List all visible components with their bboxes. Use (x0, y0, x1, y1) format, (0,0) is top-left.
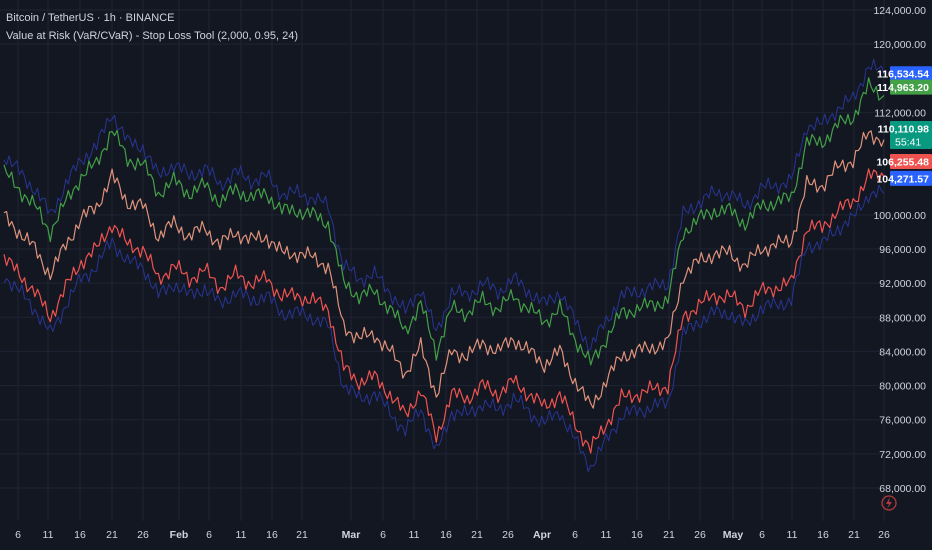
x-tick-label: May (723, 529, 744, 541)
y-tick-label: 68,000.00 (879, 483, 926, 495)
x-tick-label: 16 (266, 529, 278, 541)
price-tag: 116,534.54 (877, 66, 932, 82)
series-line-outer-upper (3, 58, 885, 351)
x-tick-label: 16 (817, 529, 829, 541)
lightning-icon[interactable] (881, 495, 897, 511)
indicator-legend[interactable]: Value at Risk (VaR/CVaR) - Stop Loss Too… (6, 30, 299, 42)
x-tick-label: 6 (572, 529, 578, 541)
x-tick-label: Apr (533, 529, 551, 541)
x-tick-label: 21 (106, 529, 118, 541)
svg-text:106,255.48: 106,255.48 (876, 156, 929, 168)
x-tick-label: 26 (137, 529, 149, 541)
x-tick-label: 11 (601, 529, 612, 541)
grid-lines (0, 0, 888, 521)
y-tick-label: 80,000.00 (879, 381, 926, 393)
series-line-outer-lower (3, 184, 885, 473)
x-tick-label: 6 (380, 529, 386, 541)
series-line-price (3, 130, 885, 409)
x-tick-label: Feb (170, 529, 189, 541)
x-tick-label: 16 (74, 529, 86, 541)
x-tick-label: 16 (440, 529, 452, 541)
y-tick-label: 96,000.00 (879, 244, 926, 256)
x-tick-label: 11 (236, 529, 247, 541)
y-tick-label: 72,000.00 (879, 449, 926, 461)
y-tick-label: 88,000.00 (879, 312, 926, 324)
y-tick-label: 112,000.00 (874, 107, 926, 119)
price-tag: 104,271.57 (876, 170, 932, 186)
x-tick-label: 21 (471, 529, 483, 541)
x-tick-label: 26 (878, 529, 890, 541)
time-axis: 6 11 16 21 26 Feb 6 11 16 21 Mar 6 11 16 21 26 Apr 6 11 16 2… (15, 529, 890, 541)
price-axis: 124,000.00 120,000.00 112,000.00 100,000.00… (873, 5, 926, 495)
x-tick-label: 21 (296, 529, 308, 541)
x-tick-label: Mar (342, 529, 361, 541)
x-tick-label: 21 (848, 529, 860, 541)
series-line-lower (3, 168, 885, 454)
bar-countdown: 55:41 (895, 137, 921, 149)
y-tick-label: 100,000.00 (873, 210, 926, 222)
price-tag: 106,255.48 (876, 153, 932, 169)
y-tick-label: 84,000.00 (879, 346, 926, 358)
y-tick-label: 92,000.00 (879, 278, 926, 290)
y-tick-label: 124,000.00 (873, 5, 926, 17)
x-tick-label: 16 (631, 529, 643, 541)
x-tick-label: 26 (502, 529, 514, 541)
series-line-upper (3, 77, 885, 366)
x-tick-label: 11 (409, 529, 420, 541)
x-tick-label: 6 (759, 529, 765, 541)
svg-text:104,271.57: 104,271.57 (876, 173, 929, 185)
svg-text:114,963.20: 114,963.20 (877, 82, 929, 94)
x-tick-label: 26 (694, 529, 706, 541)
x-tick-label: 6 (206, 529, 212, 541)
x-tick-label: 11 (43, 529, 54, 541)
x-tick-label: 6 (15, 529, 21, 541)
symbol-legend[interactable]: Bitcoin / TetherUS · 1h · BINANCE (6, 12, 175, 24)
y-tick-label: 120,000.00 (873, 39, 926, 51)
y-tick-label: 76,000.00 (879, 415, 926, 427)
x-tick-label: 21 (663, 529, 675, 541)
x-tick-label: 11 (787, 529, 798, 541)
series-lines (3, 58, 885, 473)
svg-text:110,110.98: 110,110.98 (878, 124, 930, 136)
svg-text:116,534.54: 116,534.54 (877, 69, 929, 81)
price-tag: 114,963.20 (877, 79, 932, 95)
